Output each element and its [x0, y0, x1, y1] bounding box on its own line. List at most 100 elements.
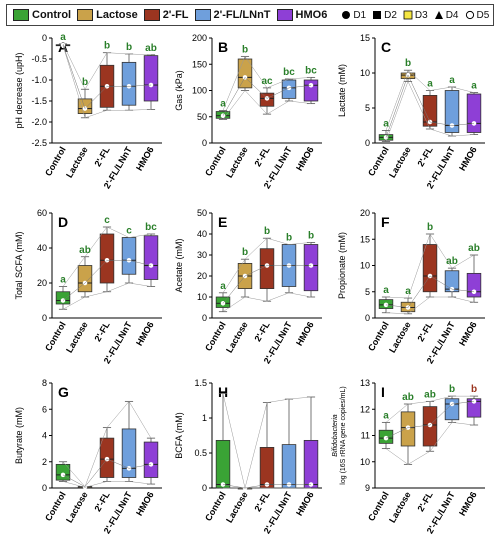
y-tick-label: 0: [365, 138, 370, 148]
donor-line: [385, 74, 475, 138]
category-label: HMO6: [294, 320, 316, 348]
category-label: 2'-FL: [253, 320, 272, 344]
legend-item: Control: [13, 9, 71, 21]
box: [303, 439, 319, 489]
donor-marker-icon: [372, 10, 382, 20]
box: [121, 237, 137, 275]
significance-letter: b: [427, 222, 433, 233]
box: [422, 244, 438, 293]
y-tick-label: 0: [42, 33, 47, 43]
category-label: HMO6: [134, 145, 156, 173]
donor-line: [62, 400, 152, 488]
panel-letter: C: [381, 39, 391, 55]
box: [55, 463, 71, 481]
box: [143, 441, 159, 478]
box: [215, 439, 231, 489]
box: [77, 98, 93, 115]
y-axis-label: pH decrease (upH): [14, 52, 24, 128]
category-label: 2'-FL: [253, 490, 272, 514]
donor-line: [62, 226, 152, 287]
donor-line: [385, 401, 475, 439]
y-tick-label: -2.5: [31, 138, 47, 148]
category-label: Lactose: [387, 145, 413, 179]
category-label: 2'-FL: [253, 145, 272, 169]
y-tick-label: 11: [361, 431, 370, 441]
donor-line: [222, 292, 312, 312]
donor-line: [62, 260, 152, 301]
y-tick-label: -1.0: [31, 75, 47, 85]
y-tick-label: 4: [42, 431, 47, 441]
donor-line: [222, 484, 311, 489]
significance-letter: a: [383, 410, 389, 421]
legend-swatch: [194, 9, 211, 21]
category-label: Lactose: [387, 490, 413, 524]
significance-letter: bc: [283, 67, 295, 78]
significance-letter: a: [383, 285, 389, 296]
y-axis-label: Propionate (mM): [337, 232, 347, 299]
legend-item: 2'-FL: [143, 9, 189, 21]
y-tick-label: 0: [365, 313, 370, 323]
y-tick-label: 20: [197, 271, 207, 281]
legend-donor: D1: [341, 10, 366, 21]
box: [259, 248, 275, 289]
panel-letter: F: [381, 214, 390, 230]
panel-i: 9 10 11 12 13 log (16S rRNA gene copies/mL)Bi…: [332, 378, 485, 535]
panel-letter: B: [218, 39, 228, 55]
donor-marker-icon: [434, 10, 444, 20]
significance-letter: a: [60, 32, 66, 43]
donor-line: [222, 265, 311, 304]
donor-line: [385, 69, 475, 131]
donor-marker-icon: [403, 10, 413, 20]
legend-label: 2'-FL/LNnT: [213, 9, 271, 21]
y-tick-label: 40: [197, 229, 207, 239]
category-label: HMO6: [457, 320, 479, 348]
donor-marker-icon: [465, 10, 475, 20]
significance-letter: a: [405, 286, 411, 297]
significance-letter: ab: [424, 389, 436, 400]
legend-donor-label: D1: [353, 9, 367, 21]
legend-item: 2'-FL/LNnT: [194, 9, 271, 21]
box: [121, 61, 137, 106]
box: [444, 90, 460, 133]
y-tick-label: 0.5: [194, 448, 207, 458]
category-label: Lactose: [224, 145, 250, 179]
box: [143, 55, 159, 102]
significance-letter: b: [242, 44, 248, 55]
y-tick-label: 15: [360, 33, 370, 43]
significance-letter: b: [104, 41, 110, 52]
category-label: Lactose: [64, 320, 90, 354]
y-tick-label: 10: [360, 261, 370, 271]
y-tick-label: 100: [192, 86, 207, 96]
y-tick-label: 10: [360, 457, 370, 467]
box: [77, 265, 93, 293]
box: [121, 428, 137, 478]
donor-line: [222, 393, 312, 489]
significance-letter: c: [126, 226, 132, 237]
box: [466, 398, 482, 418]
significance-letter: ab: [79, 245, 91, 256]
donor-line: [385, 275, 475, 308]
significance-letter: ab: [145, 43, 157, 54]
significance-letter: bc: [145, 222, 157, 233]
y-tick-label: 10: [197, 292, 207, 302]
donor-line: [62, 43, 152, 90]
significance-letter: a: [220, 281, 226, 292]
legend-donor-label: D3: [414, 9, 428, 21]
significance-letter: b: [82, 77, 88, 88]
y-axis-label: Lactate (mM): [337, 64, 347, 117]
y-tick-label: 0: [202, 313, 207, 323]
category-label: 2'-FL: [416, 145, 435, 169]
box: [444, 270, 460, 293]
significance-letter: a: [427, 79, 433, 90]
y-tick-label: 50: [197, 112, 207, 122]
donor-line: [222, 90, 312, 120]
category-label: Lactose: [224, 490, 250, 524]
donor-line: [62, 458, 152, 488]
category-label: HMO6: [457, 145, 479, 173]
y-tick-label: 5: [365, 103, 370, 113]
donor-line: [385, 80, 475, 142]
donor-line: [222, 55, 312, 111]
y-tick-label: 8: [42, 378, 47, 388]
legend-item: Lactose: [77, 9, 138, 21]
